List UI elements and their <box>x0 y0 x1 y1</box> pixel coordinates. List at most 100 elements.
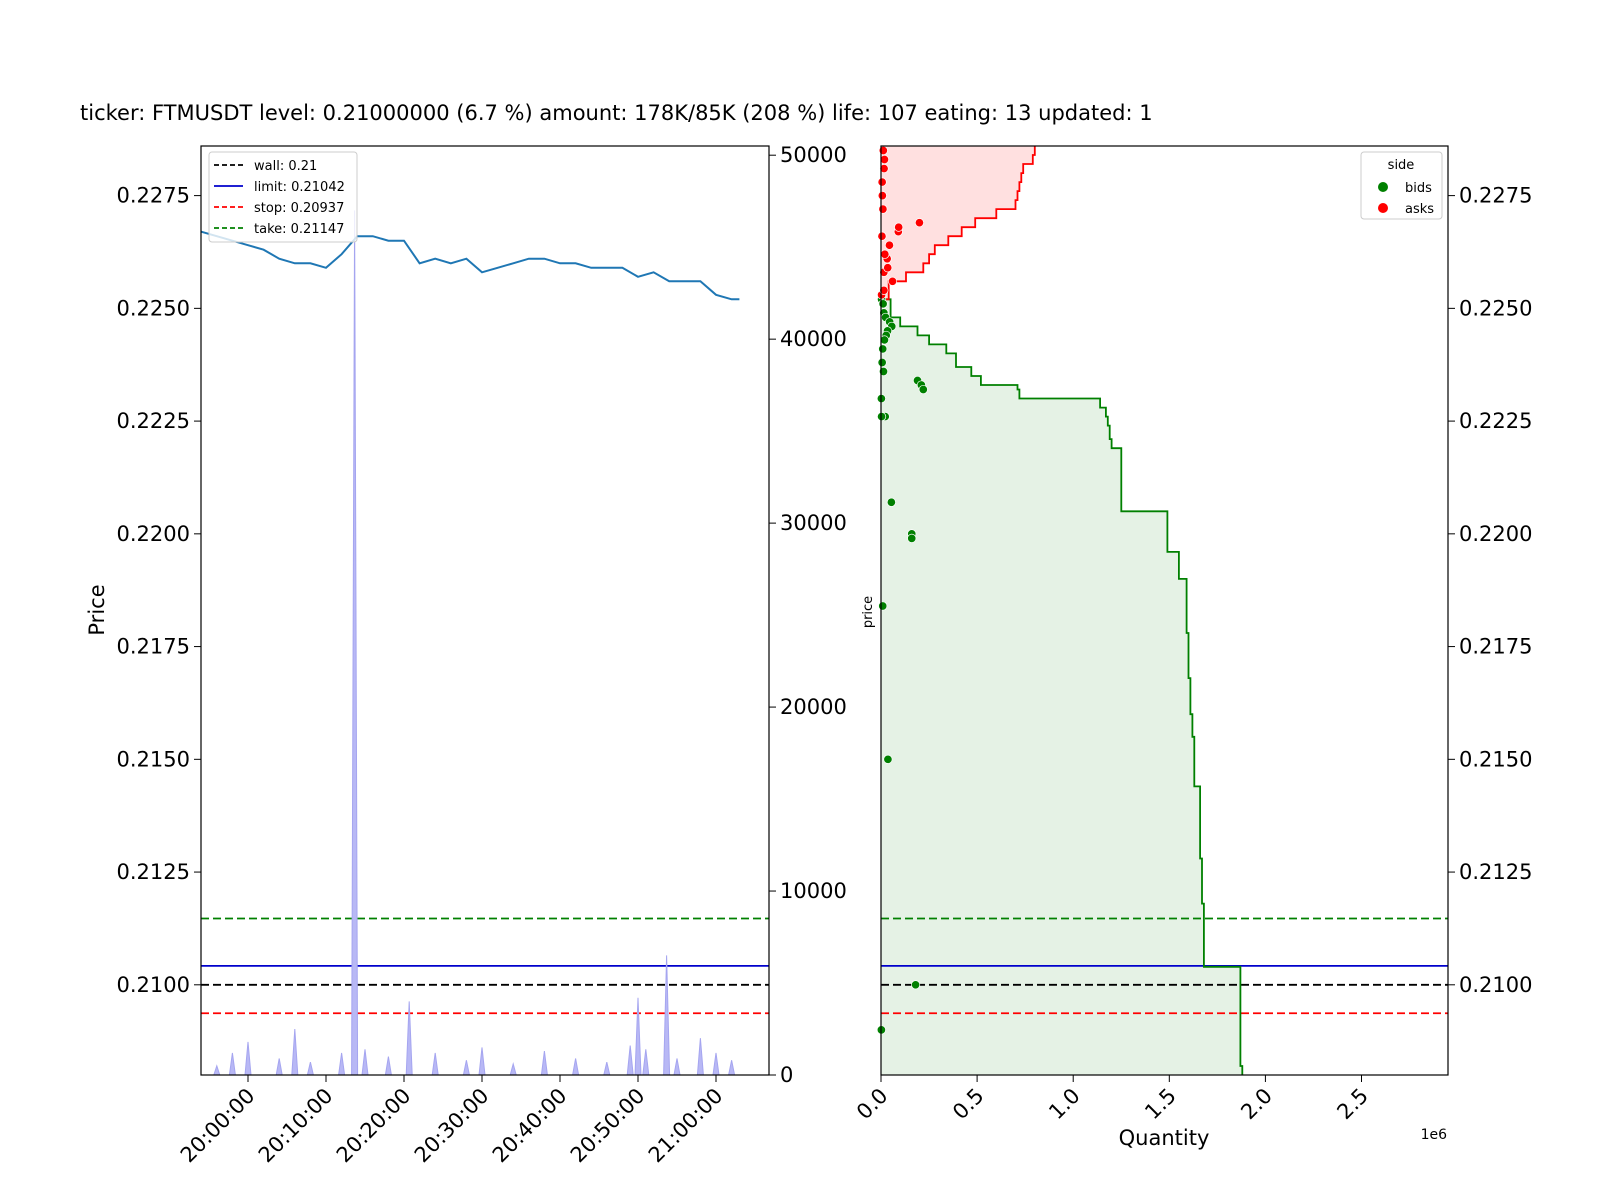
quantity-tick-label: 1.5 <box>1140 1084 1181 1125</box>
price-tick-label: 0.2125 <box>117 860 190 884</box>
quantity-tick-label: 1.0 <box>1044 1084 1085 1125</box>
price-tick-label-right: 0.2100 <box>1459 973 1532 997</box>
time-tick-label: 21:00:00 <box>644 1084 728 1168</box>
bids-order-point <box>883 754 893 764</box>
price-tick-label-right: 0.2275 <box>1459 184 1532 208</box>
legend-entry: wall: 0.21 <box>254 159 317 174</box>
asks-order-point <box>878 145 888 156</box>
asks-order-point <box>880 249 890 259</box>
legend-entry: take: 0.21147 <box>254 222 344 237</box>
side-legend-entry: asks <box>1405 202 1434 217</box>
volume-spike <box>478 1047 486 1076</box>
price-chart-frame <box>200 145 770 1076</box>
volume-spike <box>603 1062 611 1076</box>
volume-tick-label: 10000 <box>780 879 847 903</box>
asks-order-point <box>877 177 887 187</box>
price-tick-label-right: 0.2150 <box>1459 747 1532 771</box>
asks-order-point <box>877 231 887 241</box>
price-axis-label-right: price <box>861 596 876 628</box>
bids-order-point <box>886 497 896 507</box>
price-tick-label: 0.2225 <box>117 409 190 433</box>
bids-order-point <box>878 601 888 611</box>
asks-depth-fill <box>881 146 1035 300</box>
volume-spike <box>351 210 359 1076</box>
volume-spike <box>572 1058 580 1076</box>
volume-tick-label: 20000 <box>780 695 847 719</box>
bids-order-point <box>878 344 888 354</box>
quantity-multiplier: 1e6 <box>1421 1127 1448 1143</box>
legend-entry: stop: 0.20937 <box>254 201 344 216</box>
volume-tick-label: 50000 <box>780 143 847 167</box>
asks-order-point <box>887 276 898 286</box>
volume-spike <box>540 1051 548 1076</box>
asks-order-point <box>914 218 924 228</box>
time-tick-label: 20:30:00 <box>410 1084 494 1168</box>
asks-order-point <box>884 240 895 250</box>
volume-spike <box>509 1062 517 1076</box>
bids-order-point <box>918 384 928 395</box>
volume-spike <box>462 1060 471 1076</box>
price-tick-label-right: 0.2175 <box>1459 635 1532 659</box>
quantity-axis-label: Quantity <box>1119 1126 1210 1150</box>
price-tick-label-right: 0.2200 <box>1459 522 1532 546</box>
price-tick-label-right: 0.2250 <box>1459 296 1532 320</box>
bids-order-point <box>877 357 887 368</box>
side-legend-entry: bids <box>1405 181 1432 196</box>
side-legend-marker <box>1378 182 1388 192</box>
price-series-line <box>200 230 740 301</box>
volume-spike <box>338 1052 346 1076</box>
volume-tick-label: 30000 <box>780 511 847 535</box>
price-chart: 0.2100 0.2125 0.2150 0.2175 0.2200 0.2225 0.22… <box>85 143 847 1167</box>
asks-depth-line <box>882 146 1036 301</box>
time-tick-label: 20:20:00 <box>332 1084 416 1168</box>
volume-spike <box>712 1052 720 1076</box>
volume-spike <box>213 1064 221 1076</box>
bids-depth-fill <box>881 299 1243 1075</box>
price-tick-label: 0.2250 <box>117 296 190 320</box>
price-tick-label: 0.2275 <box>117 184 190 208</box>
price-tick-label: 0.2150 <box>117 747 190 771</box>
volume-spike <box>642 1049 650 1076</box>
legend-entry: limit: 0.21042 <box>254 180 345 195</box>
asks-order-point <box>883 263 893 273</box>
price-tick-label-right: 0.2125 <box>1459 860 1532 884</box>
volume-spike <box>673 1058 681 1076</box>
orderbook-chart: 0.2100 0.2125 0.2150 0.2175 0.2200 0.2225 0.22… <box>852 145 1532 1150</box>
legend-box <box>208 151 358 243</box>
quantity-tick-label: 2.0 <box>1236 1084 1277 1125</box>
volume-spike <box>244 1041 252 1076</box>
asks-order-point <box>879 154 890 165</box>
levels-legend: wall: 0.21 limit: 0.21042 stop: 0.20937 tak… <box>208 151 358 243</box>
asks-order-point <box>879 163 889 174</box>
orderbook-chart-frame <box>880 145 1449 1076</box>
volume-spike <box>361 1049 369 1076</box>
volume-tick-label: 40000 <box>780 327 847 351</box>
volume-spike <box>228 1052 236 1076</box>
price-line <box>200 230 740 301</box>
price-tick-label-right: 0.2225 <box>1459 409 1532 433</box>
bids-order-point <box>878 299 888 309</box>
asks-order-point <box>877 191 887 201</box>
side-legend-marker <box>1378 203 1388 213</box>
side-legend: side bids asks <box>1360 151 1443 220</box>
quantity-tick-label: 0.5 <box>948 1084 989 1125</box>
bids-order-point <box>907 533 917 543</box>
price-tick-label: 0.2100 <box>117 973 190 997</box>
asks-order-point <box>894 222 904 232</box>
side-legend-box <box>1360 151 1443 220</box>
asks-order-point <box>878 204 888 214</box>
volume-spike <box>275 1058 283 1076</box>
price-tick-label: 0.2200 <box>117 522 190 546</box>
time-tick-label: 20:40:00 <box>488 1084 572 1168</box>
quantity-tick-label: 0.0 <box>852 1084 893 1125</box>
bids-depth-line <box>882 298 1244 1075</box>
volume-spike <box>384 1056 392 1076</box>
chart-title: ticker: FTMUSDT level: 0.21000000 (6.7 %… <box>80 101 1153 125</box>
volume-spike <box>626 1045 634 1076</box>
bids-order-point <box>911 980 921 990</box>
price-tick-label: 0.2175 <box>117 635 190 659</box>
asks-order-point <box>879 285 889 295</box>
volume-tick-label: 0 <box>780 1063 793 1087</box>
time-tick-label: 20:00:00 <box>176 1084 260 1168</box>
